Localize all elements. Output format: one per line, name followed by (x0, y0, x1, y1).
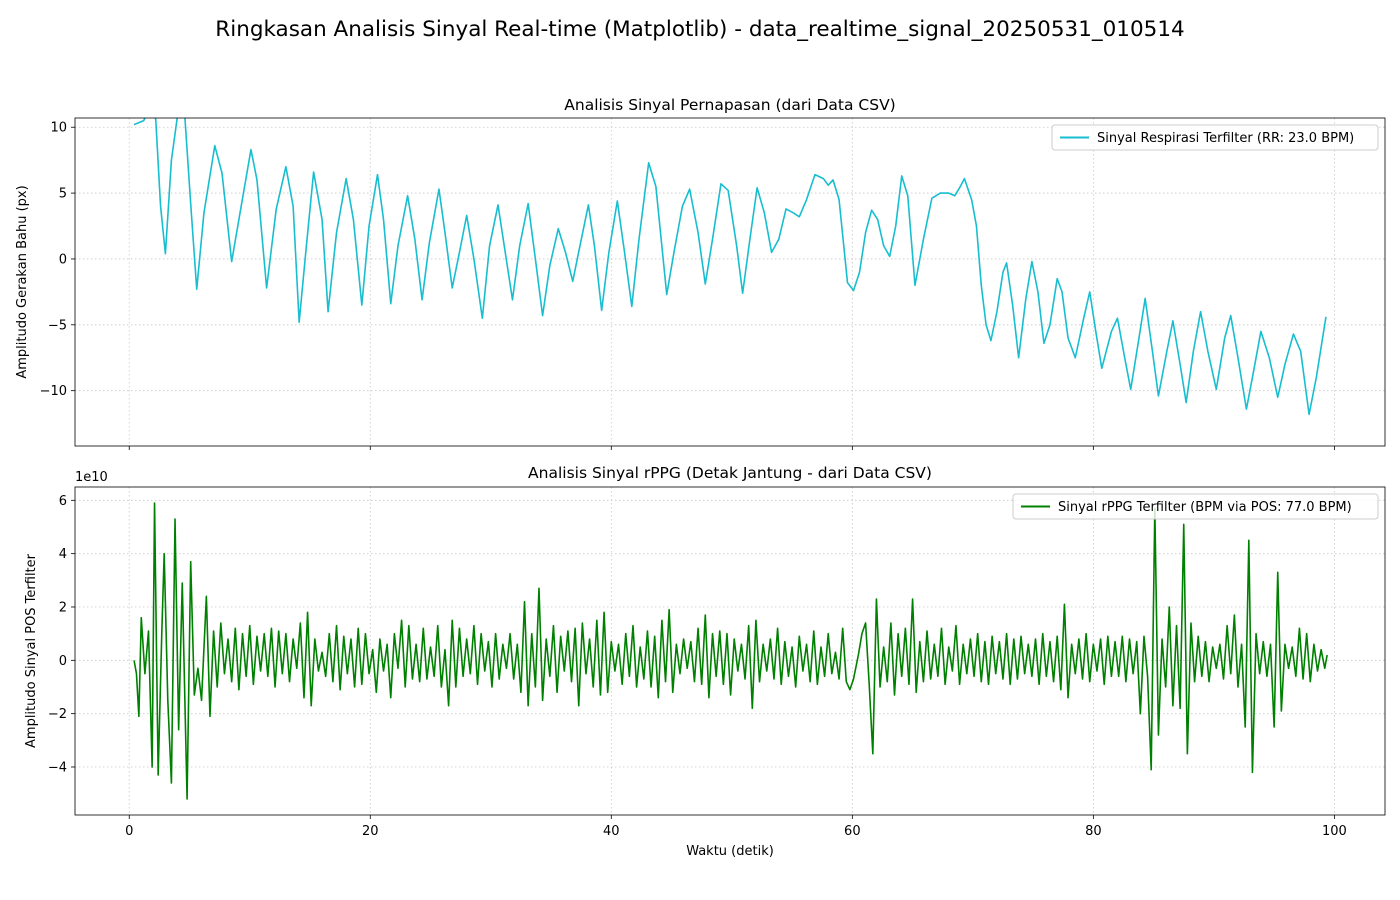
series-line-0 (133, 118, 1327, 416)
x-tick-label: 0 (125, 824, 133, 839)
y-tick-label: 6 (59, 494, 67, 509)
legend-label: Sinyal Respirasi Terfilter (RR: 23.0 BPM… (1097, 131, 1354, 146)
x-tick-label: 100 (1322, 824, 1347, 839)
y-tick-label: 4 (59, 547, 67, 562)
axes-frame (74, 486, 1386, 816)
y-tick-label: 10 (50, 121, 67, 136)
legend-frame (1012, 493, 1379, 520)
y-offset-label: 1e10 (75, 470, 108, 485)
figure-title: Ringkasan Analisis Sinyal Real-time (Mat… (215, 17, 1184, 42)
respiration-chart-panel: −10 −5 0 5 10 Analisis Sinyal Pernapasan (dar… (15, 96, 1386, 450)
x-axis-label: Waktu (detik) (686, 844, 774, 859)
y-axis-label: Amplitudo Sinyal POS Terfilter (24, 553, 39, 748)
x-tick-label: 60 (844, 824, 861, 839)
y-tick-label: −4 (48, 761, 67, 776)
y-tick-label: 5 (59, 187, 67, 202)
y-tick-label: 0 (59, 654, 67, 669)
y-tick-label: −2 (48, 707, 67, 722)
legend: Sinyal Respirasi Terfilter (RR: 23.0 BPM… (1051, 124, 1379, 151)
x-tick-label: 20 (362, 824, 379, 839)
plot-area (75, 118, 1385, 446)
y-tick-label: −10 (40, 384, 67, 399)
axes-frame (74, 117, 1386, 447)
x-tick-label: 80 (1085, 824, 1102, 839)
legend-label: Sinyal rPPG Terfilter (BPM via POS: 77.0… (1058, 500, 1352, 515)
chart-title: Analisis Sinyal rPPG (Detak Jantung - da… (528, 464, 932, 482)
y-tick-label: 2 (59, 601, 67, 616)
x-tick-label: 40 (603, 824, 620, 839)
chart-title: Analisis Sinyal Pernapasan (dari Data CS… (564, 96, 895, 114)
y-axis-label: Amplitudo Gerakan Bahu (px) (15, 185, 30, 378)
series-line-0 (133, 502, 1328, 800)
rppg-chart-panel: 0 20 40 60 80 100 −4 −2 0 2 4 6 1e10 Analisis Sinyal … (24, 464, 1386, 859)
y-tick-label: 0 (59, 252, 67, 267)
y-tick-label: −5 (48, 318, 67, 333)
legend: Sinyal rPPG Terfilter (BPM via POS: 77.0… (1012, 493, 1379, 520)
plot-area (75, 487, 1385, 815)
legend-frame (1051, 124, 1379, 151)
